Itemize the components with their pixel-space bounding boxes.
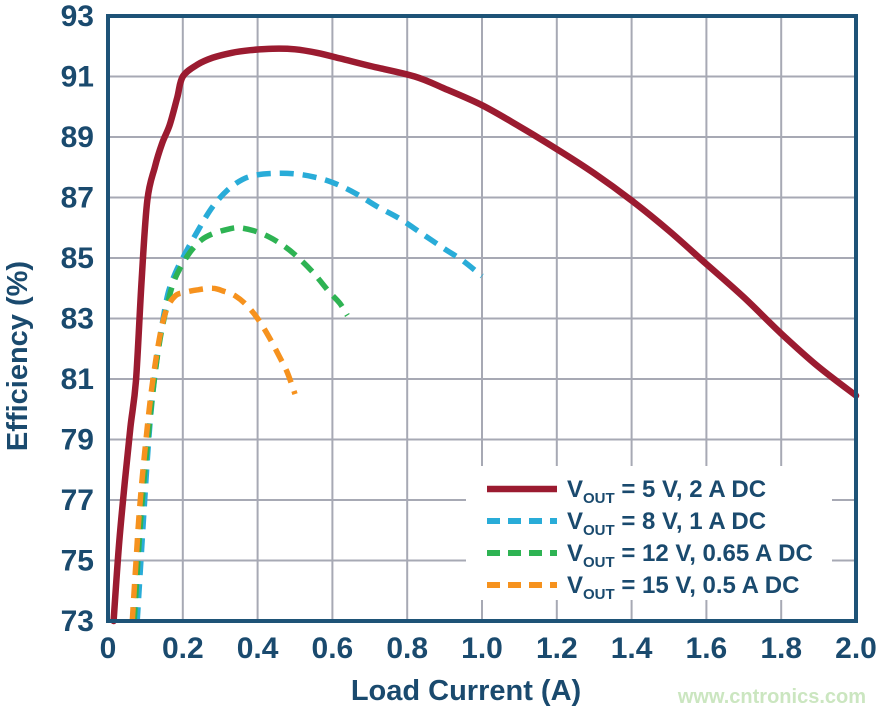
plot-frame bbox=[106, 14, 858, 623]
series-curve-1 bbox=[110, 45, 860, 625]
x-tick-label: 0.8 bbox=[386, 632, 428, 665]
y-tick-label: 73 bbox=[61, 605, 94, 638]
legend-label: VOUT = 12 V, 0.65 A DC bbox=[567, 540, 813, 571]
x-tick-label: 2.0 bbox=[835, 632, 877, 665]
x-tick-label: 0.4 bbox=[237, 632, 279, 665]
x-axis-title: Load Current (A) bbox=[351, 675, 581, 707]
x-tick-label: 0.6 bbox=[312, 632, 354, 665]
y-tick-label: 81 bbox=[61, 363, 94, 396]
y-tick-label: 89 bbox=[61, 121, 94, 154]
legend-item: VOUT = 5 V, 2 A DC bbox=[487, 476, 766, 507]
series-curve-2 bbox=[134, 170, 484, 622]
x-tick-label: 1.0 bbox=[461, 632, 503, 665]
legend-item: VOUT = 15 V, 0.5 A DC bbox=[487, 572, 799, 603]
y-tick-label: 75 bbox=[61, 545, 94, 578]
y-tick-label: 87 bbox=[61, 182, 94, 215]
y-tick-label: 77 bbox=[61, 484, 94, 517]
y-tick-label: 91 bbox=[61, 61, 94, 94]
x-tick-label: 1.4 bbox=[611, 632, 653, 665]
watermark: www.cntronics.com bbox=[677, 686, 866, 708]
tick-labels: 0 0.2 0.4 0.6 0.8 1.0 1.2 1.4 1.6 1.8 2.0 93 91 89 87 8… bbox=[61, 0, 877, 665]
legend-label: VOUT = 5 V, 2 A DC bbox=[567, 476, 766, 507]
y-axis-title: Efficiency (%) bbox=[2, 261, 34, 451]
legend-label: VOUT = 8 V, 1 A DC bbox=[567, 508, 766, 539]
legend-item: VOUT = 8 V, 1 A DC bbox=[487, 508, 766, 539]
y-tick-label: 93 bbox=[61, 0, 94, 33]
x-tick-label: 0 bbox=[100, 632, 117, 665]
x-tick-label: 1.8 bbox=[760, 632, 802, 665]
legend-label: VOUT = 15 V, 0.5 A DC bbox=[567, 572, 799, 603]
series-layer bbox=[110, 45, 860, 625]
x-tick-label: 1.2 bbox=[536, 632, 578, 665]
y-tick-label: 83 bbox=[61, 303, 94, 336]
x-tick-label: 1.6 bbox=[686, 632, 728, 665]
y-tick-label: 85 bbox=[61, 242, 94, 275]
x-tick-label: 0.2 bbox=[162, 632, 204, 665]
legend-item: VOUT = 12 V, 0.65 A DC bbox=[487, 540, 813, 571]
series-curve-3 bbox=[131, 224, 350, 622]
y-tick-label: 79 bbox=[61, 424, 94, 457]
series-curve-4 bbox=[129, 285, 298, 622]
